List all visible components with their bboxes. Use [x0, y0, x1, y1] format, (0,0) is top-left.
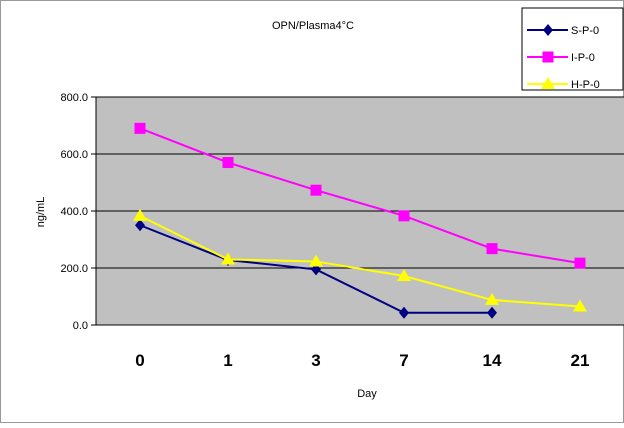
data-point: [310, 184, 322, 196]
x-tick-label: 0: [135, 351, 144, 370]
data-point: [487, 306, 497, 319]
data-point: [398, 210, 410, 222]
x-tick-label: 7: [399, 351, 408, 370]
data-point: [134, 122, 146, 134]
y-tick-label: 600.0: [60, 149, 88, 161]
data-point: [397, 268, 411, 281]
x-tick-label: 1: [223, 351, 232, 370]
series-line: [139, 214, 581, 308]
legend-entry: S-P-0: [527, 24, 599, 37]
chart-title: OPN/Plasma4°C: [272, 20, 354, 32]
legend-entry: H-P-0: [527, 77, 600, 91]
legend-marker: [541, 77, 555, 89]
legend: S-P-0 I-P-0 H-P-0: [521, 7, 624, 91]
x-tick-label: 21: [571, 351, 590, 370]
legend-label: H-P-0: [571, 79, 600, 91]
x-tick-label: 3: [311, 351, 320, 370]
data-point: [485, 292, 499, 305]
x-axis-label: Day: [357, 388, 377, 400]
series: [133, 122, 587, 319]
series-line: [139, 127, 581, 265]
series-H-P-0: [133, 208, 587, 312]
data-point: [135, 219, 145, 232]
data-point: [486, 243, 498, 255]
data-point: [309, 254, 323, 267]
y-tick-label: 0.0: [73, 320, 88, 332]
legend-entry: I-P-0: [527, 51, 595, 64]
data-point: [133, 208, 147, 221]
legend-label: I-P-0: [571, 52, 595, 64]
data-point: [221, 252, 235, 265]
x-axis-ticks: 0 1 3 7 14 21: [135, 351, 589, 370]
y-axis-ticks: 0.0 200.0 400.0 600.0 800.0: [60, 92, 97, 332]
legend-marker: [542, 51, 554, 63]
legend-box: [521, 7, 624, 91]
y-axis-label: ng/mL: [35, 197, 47, 228]
data-point: [573, 299, 587, 312]
data-point: [222, 157, 234, 169]
data-point: [574, 257, 586, 269]
y-tick-label: 800.0: [60, 92, 88, 104]
legend-label: S-P-0: [571, 25, 599, 37]
legend-marker: [543, 24, 553, 36]
data-point: [399, 306, 409, 319]
x-tick-label: 14: [483, 351, 502, 370]
y-tick-label: 400.0: [60, 206, 88, 218]
series-I-P-0: [134, 122, 586, 269]
y-tick-label: 200.0: [60, 263, 88, 275]
